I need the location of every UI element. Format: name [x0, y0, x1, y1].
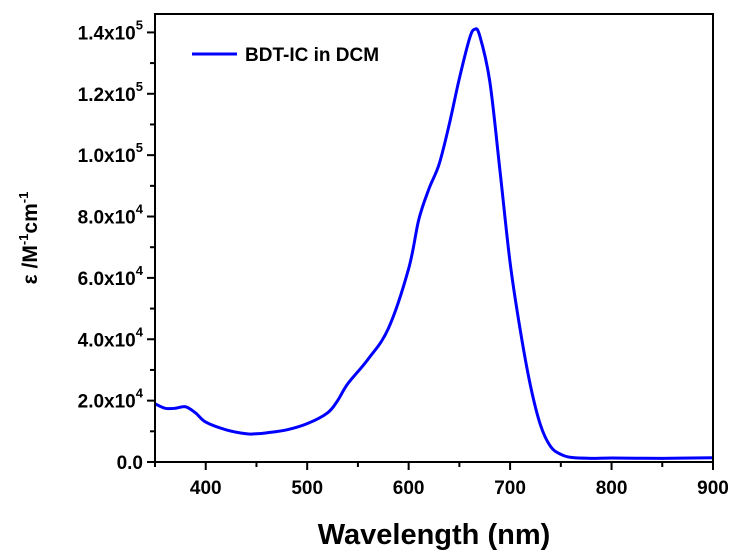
y-tick-label: 4.0x104 — [78, 324, 144, 351]
y-tick-label: 1.2x105 — [78, 79, 143, 106]
y-axis-title-exp1: -1 — [16, 234, 31, 246]
legend: BDT-IC in DCM — [192, 45, 379, 66]
y-tick-label: 8.0x104 — [78, 202, 144, 229]
x-tick-label: 700 — [494, 478, 526, 499]
x-axis-title: Wavelength (nm) — [318, 519, 551, 551]
y-tick-label: 0.0 — [117, 453, 143, 474]
y-axis-title-base: ε /M — [19, 245, 42, 284]
x-tick-label: 400 — [190, 478, 222, 499]
y-tick-label: 1.0x105 — [78, 140, 143, 167]
y-tick-label: 6.0x104 — [78, 263, 144, 290]
y-axis-title: ε /M-1cm-1 — [16, 192, 42, 285]
y-axis-title-mid: cm — [19, 203, 42, 233]
x-tick-label: 600 — [393, 478, 425, 499]
x-tick-label: 800 — [596, 478, 628, 499]
x-tick-label: 500 — [291, 478, 323, 499]
y-tick-label: 1.4x105 — [78, 17, 143, 44]
x-tick-label: 900 — [697, 478, 729, 499]
legend-label: BDT-IC in DCM — [245, 45, 379, 66]
series-line — [154, 27, 714, 460]
y-axis-title-exp2: -1 — [16, 192, 31, 204]
y-tick-label: 2.0x104 — [78, 386, 144, 413]
plot-frame — [154, 13, 714, 463]
